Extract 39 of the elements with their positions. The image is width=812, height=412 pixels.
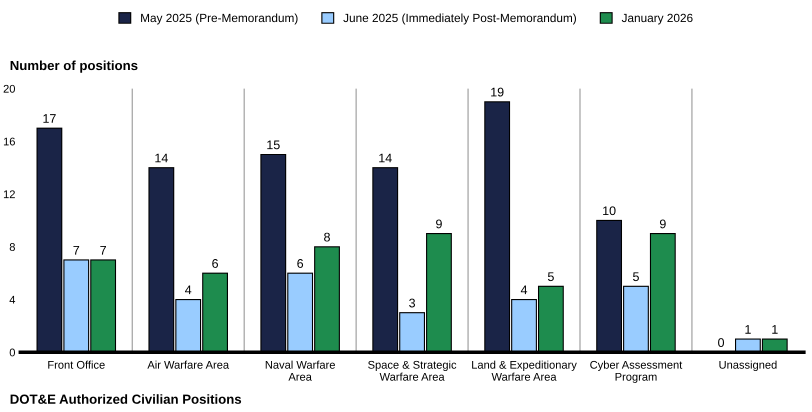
y-tick-label: 16 xyxy=(4,138,15,146)
legend-label: June 2025 (Immediately Post-Memorandum) xyxy=(343,13,576,24)
x-tick-label: Unassigned xyxy=(719,360,777,371)
data-label: 4 xyxy=(520,286,528,294)
data-label: 14 xyxy=(379,154,392,162)
legend-label: January 2026 xyxy=(622,14,693,24)
x-tick-label: Front Office xyxy=(48,360,105,369)
y-tick-label: 0 xyxy=(10,348,16,356)
x-tick-label: Naval Warfare Area xyxy=(266,360,335,381)
y-tick-label: 4 xyxy=(10,296,16,304)
data-label: 7 xyxy=(73,246,80,255)
data-label: 4 xyxy=(185,286,192,294)
y-tick-label: 8 xyxy=(10,243,15,251)
data-label: 5 xyxy=(632,272,639,282)
y-axis-title: Number of positions xyxy=(10,60,138,73)
data-label: 7 xyxy=(100,246,106,255)
data-label: 17 xyxy=(43,114,56,123)
data-label: 3 xyxy=(409,298,416,308)
data-label: 1 xyxy=(772,325,778,334)
x-tick-label: Air Warfare Area xyxy=(147,360,230,369)
data-label: 10 xyxy=(603,206,616,216)
data-label: 9 xyxy=(660,220,666,228)
data-label: 0 xyxy=(718,338,724,348)
data-label: 1 xyxy=(745,325,751,334)
x-tick-label: Space & Strategic Warfare Area xyxy=(368,360,456,381)
x-tick-label: Land & Expeditionary Warfare Area xyxy=(472,360,577,381)
data-label: 9 xyxy=(436,220,442,228)
y-tick-label: 20 xyxy=(4,84,16,93)
data-label: 6 xyxy=(297,259,304,268)
data-label: 6 xyxy=(212,259,218,268)
data-label: 8 xyxy=(324,232,330,242)
data-label: 15 xyxy=(267,140,280,150)
legend-label: May 2025 (Pre-Memorandum) xyxy=(141,13,298,24)
x-tick-label: Cyber Assessment Program xyxy=(590,360,682,383)
y-tick-label: 12 xyxy=(4,190,15,198)
x-axis-title: DOT&E Authorized Civilian Positions xyxy=(10,394,242,404)
data-label: 19 xyxy=(491,88,504,97)
data-label: 14 xyxy=(155,154,168,162)
data-label: 5 xyxy=(548,272,554,282)
